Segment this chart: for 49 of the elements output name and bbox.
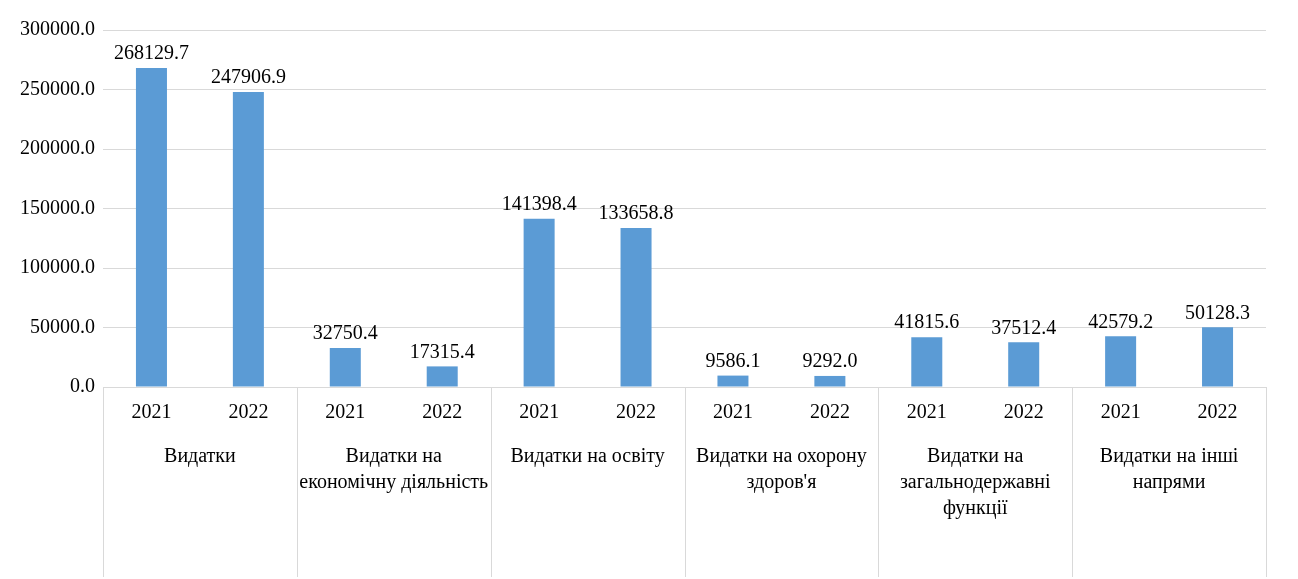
x-tick-label: 2021: [1100, 400, 1141, 423]
x-tick-label: 2021: [906, 400, 947, 423]
bar: [911, 337, 943, 387]
data-label: 32750.4: [312, 321, 378, 344]
data-label: 141398.4: [501, 191, 577, 214]
data-label: 50128.3: [1185, 300, 1251, 323]
bar: [1202, 327, 1234, 387]
data-label: 17315.4: [409, 339, 475, 362]
bar: [717, 375, 749, 387]
bar: [426, 366, 458, 387]
x-tick-label: 2022: [422, 400, 463, 423]
data-label: 247906.9: [210, 65, 286, 88]
y-tick-label: 150000.0: [20, 195, 95, 218]
x-tick-label: 2021: [325, 400, 366, 423]
data-label: 37512.4: [991, 315, 1057, 338]
data-label: 133658.8: [598, 201, 674, 224]
data-label: 9586.1: [705, 348, 761, 371]
y-tick-label: 250000.0: [20, 76, 95, 99]
x-tick-label: 2022: [616, 400, 657, 423]
x-tick-label: 2022: [1003, 400, 1044, 423]
data-label: 42579.2: [1088, 309, 1154, 332]
x-tick-label: 2022: [809, 400, 850, 423]
x-tick-label: 2022: [228, 400, 269, 423]
data-label: 268129.7: [113, 41, 189, 64]
bar: [232, 91, 264, 387]
y-tick-label: 200000.0: [20, 136, 95, 159]
text: Видатки на інші напрями: [1099, 444, 1239, 494]
x-tick-label: 2021: [131, 400, 172, 423]
data-label: 9292.0: [802, 349, 858, 372]
bar: [1008, 342, 1040, 387]
text: Видатки на загальнодержавні функції: [899, 444, 1052, 520]
y-tick-label: 50000.0: [30, 314, 95, 337]
bar: [135, 67, 167, 387]
text: Видатки на економічну діяльність: [299, 444, 489, 494]
bar: [620, 227, 652, 387]
x-tick-label: 2022: [1197, 400, 1238, 423]
bar: [814, 375, 846, 387]
text: Видатки на охорону здоров'я: [696, 444, 867, 494]
bar: [329, 348, 361, 387]
y-tick-label: 300000.0: [20, 17, 95, 40]
bar: [523, 218, 555, 387]
data-label: 41815.6: [894, 310, 960, 333]
x-tick-label: 2021: [712, 400, 753, 423]
y-tick-label: 0.0: [70, 374, 95, 397]
text: Видатки на освіту: [510, 444, 665, 468]
y-tick-label: 100000.0: [20, 255, 95, 278]
text: Видатки: [164, 444, 237, 468]
x-tick-label: 2021: [519, 400, 560, 423]
bar: [1105, 336, 1137, 387]
